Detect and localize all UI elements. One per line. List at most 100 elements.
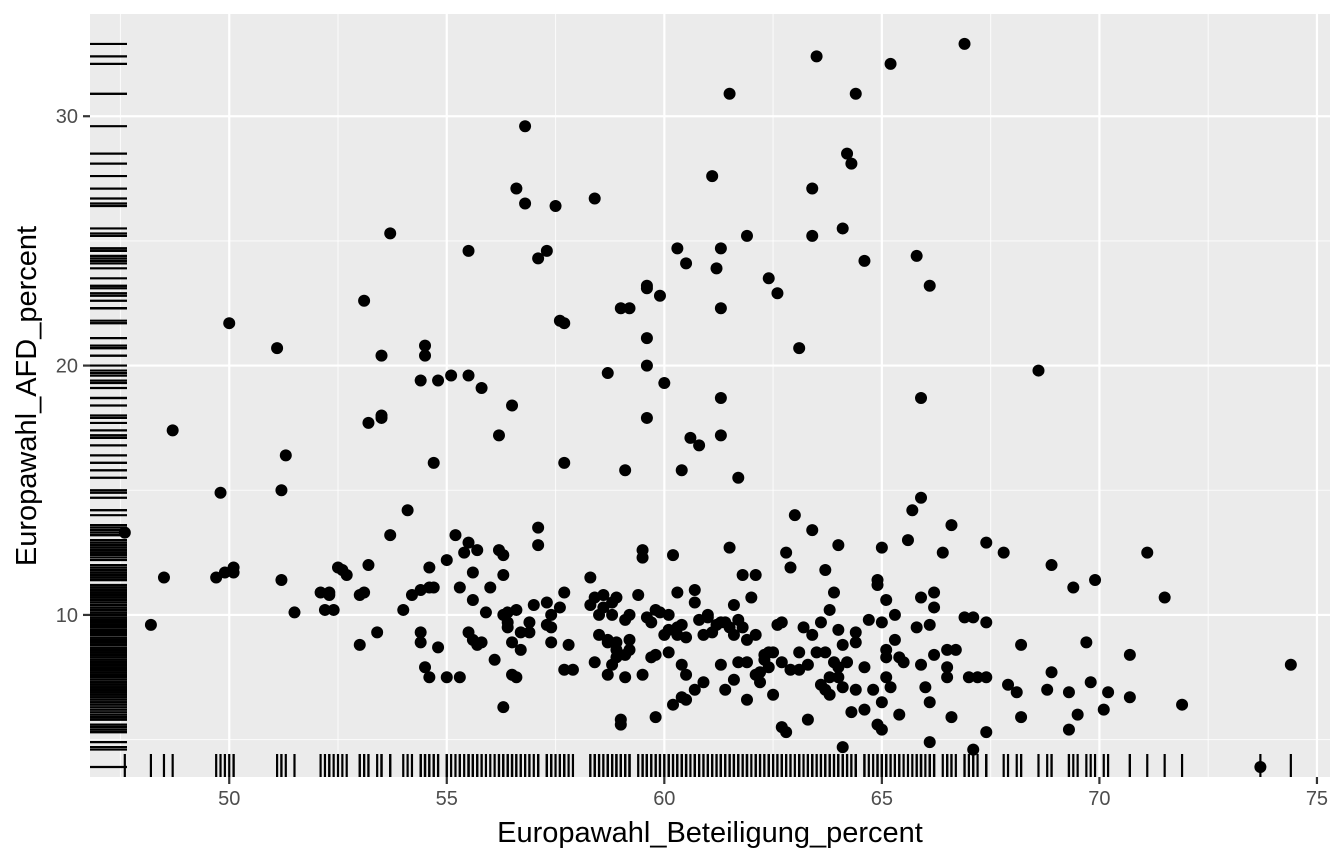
data-point — [353, 638, 366, 651]
data-point — [532, 539, 545, 552]
data-point — [767, 646, 780, 659]
data-point — [923, 696, 936, 709]
data-point — [423, 671, 436, 684]
data-point — [727, 628, 740, 641]
data-point — [841, 147, 854, 160]
data-point — [688, 583, 701, 596]
data-point — [923, 736, 936, 749]
data-point — [701, 608, 714, 621]
data-point — [893, 708, 906, 721]
data-point — [419, 661, 432, 674]
data-point — [980, 616, 993, 629]
data-point — [636, 551, 649, 564]
data-point — [832, 539, 845, 552]
x-axis: 50 55 60 65 70 75 — [218, 777, 1328, 810]
data-point — [558, 317, 571, 330]
data-point — [680, 257, 693, 270]
data-point — [740, 633, 753, 646]
data-point — [549, 199, 562, 212]
data-point — [540, 244, 553, 257]
data-point — [832, 623, 845, 636]
data-point — [658, 377, 671, 390]
data-point — [671, 586, 684, 599]
data-point — [788, 509, 801, 522]
data-point — [736, 569, 749, 582]
data-point — [588, 656, 601, 669]
y-tick-label: 10 — [56, 605, 78, 627]
data-point — [1102, 686, 1115, 699]
data-point — [775, 656, 788, 669]
data-point — [601, 636, 614, 649]
data-point — [614, 302, 627, 315]
plot-panel — [90, 14, 1330, 777]
data-point — [462, 369, 475, 382]
data-point — [884, 681, 897, 694]
data-point — [223, 317, 236, 330]
data-point — [606, 608, 619, 621]
data-point — [875, 723, 888, 736]
data-point — [636, 668, 649, 681]
data-point — [214, 486, 227, 499]
data-point — [923, 279, 936, 292]
data-point — [901, 534, 914, 547]
data-point — [432, 641, 445, 654]
data-point — [710, 262, 723, 275]
data-points — [118, 37, 1297, 774]
data-point — [523, 616, 536, 629]
data-point — [806, 229, 819, 242]
data-point — [841, 656, 854, 669]
data-point — [449, 529, 462, 542]
data-point — [405, 588, 418, 601]
data-point — [279, 449, 292, 462]
data-point — [871, 574, 884, 587]
data-point — [858, 661, 871, 674]
data-point — [980, 671, 993, 684]
data-point — [1032, 364, 1045, 377]
data-point — [419, 339, 432, 352]
data-point — [915, 491, 928, 504]
data-point — [915, 658, 928, 671]
data-point — [475, 382, 488, 395]
data-point — [558, 663, 571, 676]
data-point — [849, 626, 862, 639]
data-point — [414, 374, 427, 387]
data-point — [157, 571, 170, 584]
data-point — [1062, 686, 1075, 699]
data-point — [466, 566, 479, 579]
data-point — [510, 603, 523, 616]
data-point — [288, 606, 301, 619]
data-point — [958, 37, 971, 50]
data-point — [619, 464, 632, 477]
data-point — [967, 611, 980, 624]
data-point — [227, 566, 240, 579]
data-point — [793, 663, 806, 676]
data-point — [714, 391, 727, 404]
data-point — [706, 170, 719, 183]
data-point — [806, 524, 819, 537]
data-point — [767, 688, 780, 701]
data-point — [275, 484, 288, 497]
data-point — [797, 621, 810, 634]
data-point — [740, 693, 753, 706]
data-point — [675, 618, 688, 631]
data-point — [784, 561, 797, 574]
data-point — [784, 663, 797, 676]
data-point — [849, 87, 862, 100]
data-point — [749, 628, 762, 641]
data-point — [588, 192, 601, 205]
rug-y — [90, 42, 127, 769]
data-point — [1080, 636, 1093, 649]
data-point — [858, 703, 871, 716]
data-point — [997, 546, 1010, 559]
x-tick-label: 50 — [218, 788, 240, 810]
data-point — [640, 359, 653, 372]
data-point — [362, 559, 375, 572]
data-point — [144, 618, 157, 631]
data-point — [1045, 559, 1058, 572]
data-point — [527, 598, 540, 611]
data-point — [545, 621, 558, 634]
data-point — [749, 569, 762, 582]
data-point — [166, 424, 179, 437]
data-point — [1010, 686, 1023, 699]
data-point — [958, 611, 971, 624]
